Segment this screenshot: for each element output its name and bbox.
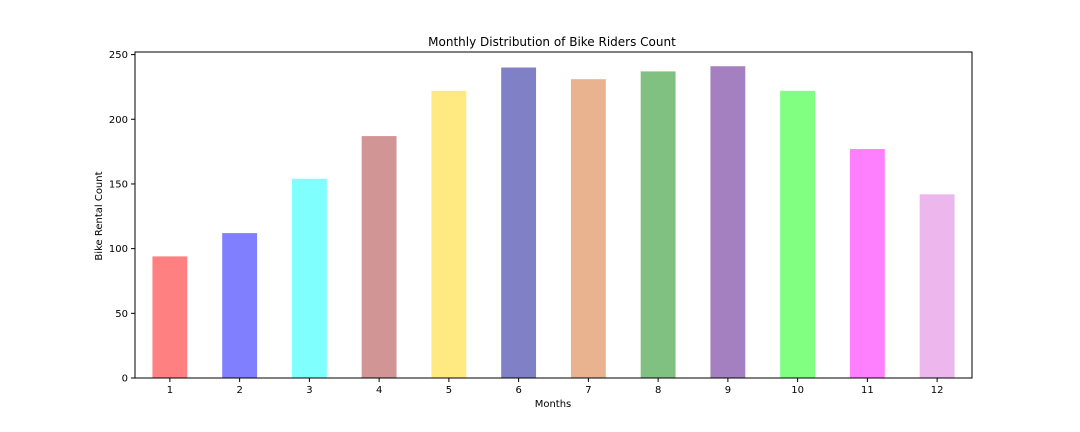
bar-month-8: [640, 71, 676, 379]
x-tick-label: 3: [306, 385, 312, 396]
y-tick-label: 0: [122, 374, 128, 385]
x-tick-label: 7: [585, 385, 591, 396]
y-tick-label: 200: [109, 115, 128, 126]
x-tick-label: 6: [515, 385, 521, 396]
y-axis: 0 50 100 150 200 250: [109, 50, 135, 385]
plot-frame: [134, 51, 973, 379]
x-tick-label: 8: [655, 385, 661, 396]
x-tick-label: 9: [725, 385, 731, 396]
x-axis: 1 2 3 4 5 6 7 8 9 10 11 12: [167, 378, 944, 396]
bar-month-2: [222, 233, 258, 378]
bar-month-5: [431, 90, 467, 379]
y-tick-label: 250: [109, 50, 128, 61]
bar-month-1: [152, 256, 188, 378]
bar-month-9: [710, 66, 746, 378]
bar-month-7: [570, 79, 606, 379]
bars-group: [152, 66, 955, 379]
bar-month-12: [919, 194, 955, 378]
y-axis-label: Bike Rental Count: [94, 171, 105, 260]
bar-month-3: [291, 178, 327, 378]
x-axis-label: Months: [535, 399, 572, 410]
x-tick-label: 1: [167, 385, 173, 396]
y-tick-label: 100: [109, 244, 128, 255]
x-tick-label: 5: [446, 385, 452, 396]
bar-month-11: [849, 149, 885, 378]
y-tick-label: 50: [115, 309, 128, 320]
x-tick-label: 10: [791, 385, 804, 396]
chart-title: Monthly Distribution of Bike Riders Coun…: [428, 35, 676, 49]
y-tick-label: 150: [109, 179, 128, 190]
bar-month-10: [780, 90, 816, 379]
bar-month-4: [361, 136, 397, 378]
x-tick-label: 4: [376, 385, 382, 396]
x-tick-label: 2: [236, 385, 242, 396]
x-tick-label: 12: [931, 385, 944, 396]
x-tick-label: 11: [861, 385, 874, 396]
bar-month-6: [501, 67, 537, 379]
